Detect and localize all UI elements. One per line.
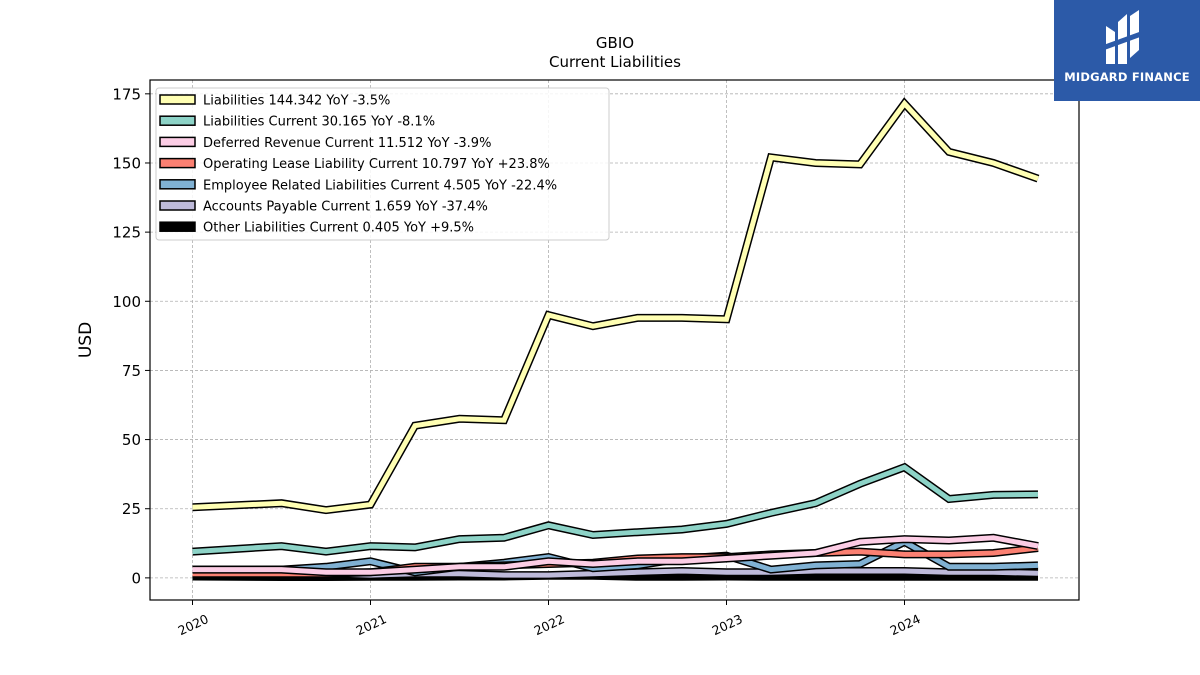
y-tick-label: 125 bbox=[112, 224, 141, 242]
x-tick-label: 2022 bbox=[532, 611, 567, 638]
legend-label: Deferred Revenue Current 11.512 YoY -3.9… bbox=[203, 136, 491, 151]
y-tick-label: 25 bbox=[122, 500, 141, 518]
x-tick-label: 2021 bbox=[354, 611, 389, 638]
x-tick-label: 2023 bbox=[710, 611, 745, 638]
chart-subtitle: Current Liabilities bbox=[549, 53, 681, 71]
legend-box bbox=[155, 87, 610, 241]
y-tick-label: 0 bbox=[131, 569, 141, 587]
y-tick-label: 175 bbox=[112, 85, 141, 103]
logo-text: MIDGARD FINANCE bbox=[1064, 70, 1190, 84]
legend-swatch bbox=[159, 179, 196, 190]
legend-swatch bbox=[159, 157, 196, 169]
legend-swatch bbox=[159, 200, 196, 211]
x-tick-label: 2020 bbox=[176, 611, 211, 638]
series-fill bbox=[192, 99, 1039, 513]
y-tick-label: 100 bbox=[112, 293, 141, 311]
legend-label: Operating Lease Liability Current 10.797… bbox=[203, 157, 550, 172]
y-tick-label: 50 bbox=[122, 431, 141, 449]
x-tick-label: 2024 bbox=[888, 611, 923, 638]
series-line bbox=[192, 533, 1039, 577]
legend-label: Other Liabilities Current 0.405 YoY +9.5… bbox=[203, 221, 474, 236]
series-fill bbox=[192, 535, 1039, 575]
series-line bbox=[192, 462, 1039, 556]
legend-swatch bbox=[159, 136, 196, 148]
midgard-finance-logo: MIDGARD FINANCE bbox=[1054, 0, 1200, 101]
legend-swatch bbox=[159, 221, 196, 232]
y-tick-label: 75 bbox=[122, 362, 141, 380]
chart-title: GBIO bbox=[596, 34, 634, 52]
legend: Liabilities 144.342 YoY -3.5% Liabilities… bbox=[155, 87, 610, 241]
legend-label: Liabilities 144.342 YoY -3.5% bbox=[203, 94, 390, 109]
legend-label: Employee Related Liabilities Current 4.5… bbox=[203, 178, 557, 193]
series-line bbox=[192, 97, 1040, 515]
y-axis-label: USD bbox=[76, 322, 96, 358]
legend-label: Liabilities Current 30.165 YoY -8.1% bbox=[203, 115, 435, 130]
y-tick-label: 150 bbox=[112, 154, 141, 172]
legend-swatch bbox=[159, 94, 196, 105]
legend-swatch bbox=[159, 115, 196, 126]
logo-mark-icon bbox=[1104, 10, 1142, 64]
plot-frame bbox=[149, 79, 1080, 601]
legend-label: Accounts Payable Current 1.659 YoY -37.4… bbox=[203, 200, 488, 215]
series-fill bbox=[192, 464, 1039, 555]
